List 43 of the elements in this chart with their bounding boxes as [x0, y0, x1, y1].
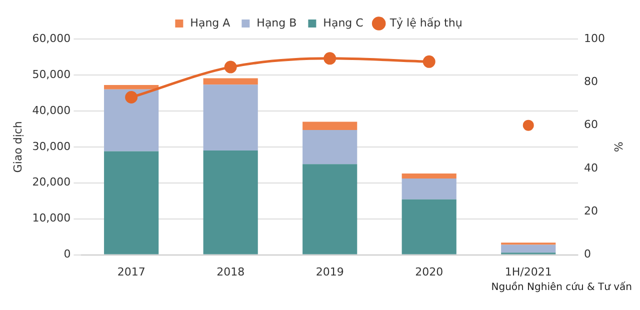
x-tick-label: 2020 [415, 265, 444, 278]
y-tick-label: 40,000 [32, 104, 71, 117]
x-tick-label: 1H/2021 [504, 265, 552, 278]
y2-tick-label: 80 [584, 75, 598, 88]
y-axis-title: Giao dịch [11, 121, 24, 173]
bar [104, 151, 159, 254]
x-tick-label: 2017 [117, 265, 146, 278]
bar [402, 174, 456, 179]
bar [203, 78, 258, 85]
point [422, 55, 436, 68]
legend-label: Hạng C [323, 16, 364, 30]
y-tick-label: 0 [64, 248, 71, 261]
y2-axis-title: % [612, 142, 625, 152]
y-tick-label: 60,000 [32, 32, 71, 45]
legend-label: Hạng A [190, 16, 231, 30]
point [324, 52, 336, 65]
legend-label: Hạng B [256, 16, 297, 30]
bar [203, 84, 258, 150]
y-tick-label: 20,000 [32, 176, 71, 189]
y2-tick-label: 0 [584, 248, 591, 261]
text: Nguồn Nghiên cứu & Tư vấn [490, 282, 632, 293]
bar [302, 164, 358, 254]
bar [402, 199, 456, 254]
bar [501, 244, 556, 253]
x-tick-label: 2018 [216, 265, 245, 278]
point [125, 91, 138, 104]
x-tick-label: 2019 [316, 265, 344, 278]
bar [104, 89, 159, 152]
y2-tick-label: 40 [584, 161, 598, 174]
y2-tick-label: 60 [584, 118, 598, 132]
y-tick-label: 10,000 [32, 212, 71, 225]
y2-tick-label: 100 [584, 32, 605, 45]
bar [302, 122, 358, 130]
legend-label: Tỷ lệ hấp thụ [388, 16, 462, 30]
bar [402, 178, 456, 200]
bar [104, 85, 159, 90]
bar [302, 130, 358, 164]
y-tick-label: 30,000 [32, 140, 71, 153]
bar [203, 150, 258, 254]
point [522, 120, 534, 131]
y2-tick-label: 20 [584, 204, 598, 218]
y-tick-label: 50,000 [32, 68, 71, 81]
point [224, 60, 237, 74]
